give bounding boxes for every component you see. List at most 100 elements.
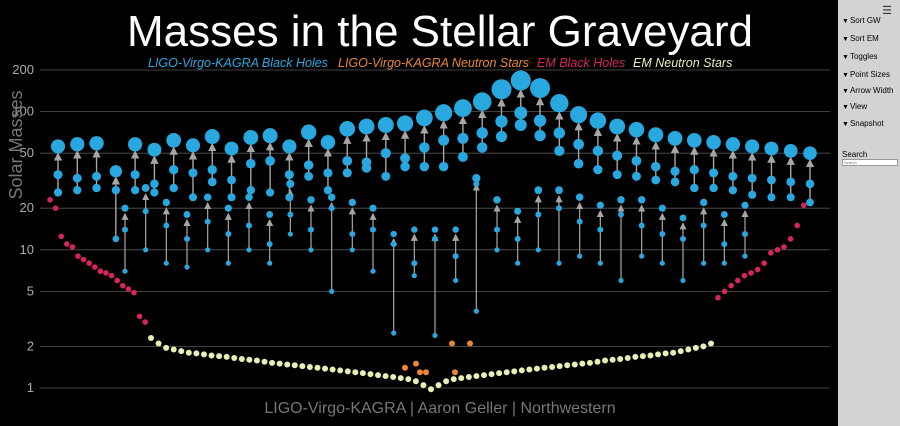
triangle-down-icon: ▼ [842,18,849,25]
gw-bh-remnant [764,141,779,156]
gw-bh-remnant [147,142,162,157]
y-tick-label: 10 [20,242,34,257]
toggles-toggle[interactable]: ▼Toggles [842,52,878,61]
em-bh-point [136,313,143,320]
gw-bh-remnant [667,130,683,146]
gw-bh-point [184,264,190,270]
gw-bh-point [721,260,727,266]
toggles-label: Toggles [849,52,878,61]
gw-bh-point [246,247,252,253]
em-bh-point [801,202,807,209]
gw-bh-point [638,222,645,229]
em-bh-point [741,272,748,279]
y-tick-label: 200 [12,62,34,77]
gw-bh-point [92,183,101,193]
gw-bh-point [514,118,527,132]
gw-bh-point [494,226,500,233]
gw-bh-remnant [534,186,543,195]
triangle-down-icon: ▼ [842,121,849,128]
gw-bh-remnant [648,127,664,143]
sort-gw-toggle[interactable]: ▼Sort GW [842,16,881,25]
em-ns-point [632,353,639,360]
gw-bh-point [709,183,718,193]
em-bh-point [142,319,148,325]
gw-bh-point [349,247,355,253]
gw-bh-remnant [491,79,512,100]
gw-bh-remnant [741,201,749,209]
gw-bh-remnant [452,226,459,233]
em-ns-point [435,382,442,389]
gw-ns-point [423,369,429,376]
em-ns-point [170,346,177,353]
em-ns-point [231,354,238,361]
gw-bh-point [728,186,738,195]
point-sizes-toggle[interactable]: ▼Point Sizes [842,70,890,79]
em-ns-point [549,363,556,370]
gw-bh-point [556,205,562,212]
gw-bh-point [265,188,275,197]
chart-title: Masses in the Stellar Graveyard [127,7,753,56]
gw-bh-remnant [411,226,418,233]
gw-bh-remnant [530,78,551,99]
em-ns-point [579,360,586,367]
em-ns-point [261,358,268,365]
gw-bh-point [370,268,376,274]
gw-bh-point [618,211,624,218]
em-ns-point [185,349,192,356]
gw-bh-point [304,171,314,181]
gw-bh-point [612,150,623,161]
gw-bh-point [188,193,198,202]
em-ns-point [677,348,684,355]
em-bh-point [58,233,64,240]
gw-bh-remnant [686,132,702,148]
gw-bh-remnant [109,165,122,178]
gw-bh-remnant [725,137,741,152]
sort-em-toggle[interactable]: ▼Sort EM [842,34,879,43]
legend-entry: LIGO-Virgo-KAGRA Black Holes [148,56,328,70]
menu-icon[interactable]: ☰ [882,5,892,17]
gw-bh-point [806,198,814,207]
gw-bh-point [400,161,410,172]
gw-bh-point [457,151,468,162]
gw-bh-point [419,142,430,153]
gw-bh-remnant [369,204,377,212]
arrow-width-toggle[interactable]: ▼Arrow Width [842,86,894,95]
gw-bh-point [143,247,149,253]
gw-bh-remnant [339,121,356,137]
gw-bh-point [184,235,190,242]
em-ns-point [269,359,276,366]
gw-bh-remnant [472,92,492,111]
gw-bh-point [342,155,353,166]
gw-bh-point [553,127,566,139]
em-ns-point [253,357,260,364]
search-input[interactable] [842,159,898,166]
snapshot-label: Snapshot [849,119,884,128]
gw-bh-remnant [514,207,522,215]
gw-bh-point [597,260,603,266]
gw-bh-point [747,173,757,183]
view-toggle[interactable]: ▼View [842,102,867,111]
snapshot-toggle[interactable]: ▼Snapshot [842,119,884,128]
gw-bh-remnant [396,115,414,132]
triangle-down-icon: ▼ [842,104,849,111]
em-bh-point [86,260,92,266]
em-ns-point [700,343,707,350]
em-bh-point [748,270,754,276]
em-ns-point [359,370,366,377]
gw-bh-point [495,115,508,128]
y-tick-label: 2 [27,338,34,353]
gw-bh-point [631,155,642,166]
em-ns-point [602,357,609,364]
legend-entry: EM Black Holes [537,56,625,70]
gw-bh-point [690,183,699,193]
gw-bh-point [476,127,488,139]
gw-bh-remnant [320,135,336,150]
em-bh-point [721,288,728,295]
legend-entry: LIGO-Virgo-KAGRA Neutron Stars [338,56,529,70]
em-ns-point [163,344,170,351]
em-ns-point [639,353,646,360]
gw-bh-point [361,157,372,168]
gw-bh-point [266,241,273,248]
em-ns-point [480,372,487,379]
em-ns-point [511,368,518,375]
